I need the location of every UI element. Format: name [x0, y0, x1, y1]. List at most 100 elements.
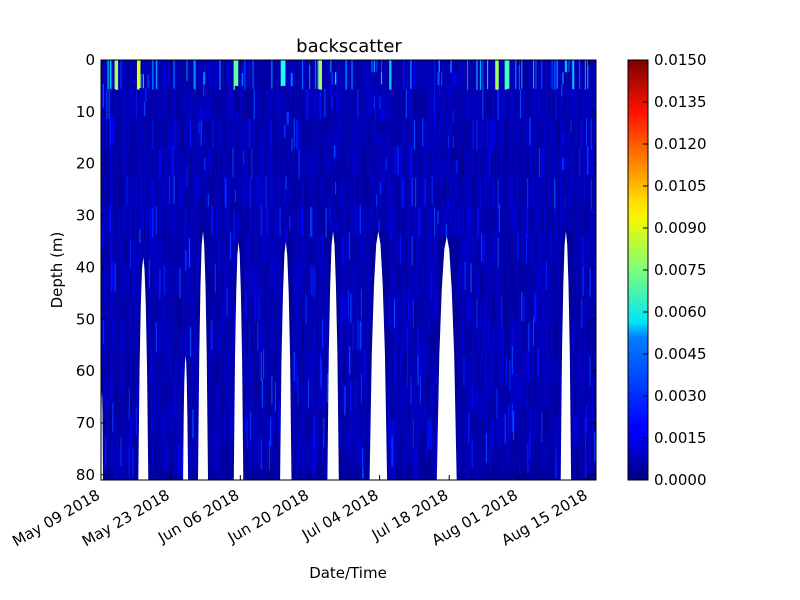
- heatmap-cell: [353, 357, 356, 388]
- heatmap-cell: [272, 447, 275, 479]
- heatmap-cell: [485, 232, 488, 262]
- heatmap-cell: [375, 206, 377, 220]
- heatmap-cell: [259, 298, 262, 329]
- heatmap-cell: [433, 325, 436, 356]
- heatmap-cell: [420, 347, 423, 377]
- heatmap-cell: [235, 215, 238, 230]
- heatmap-cell: [204, 133, 206, 147]
- heatmap-cell: [433, 384, 436, 415]
- heatmap-cell: [182, 60, 185, 90]
- heatmap-cell: [358, 234, 361, 265]
- heatmap-cell: [482, 446, 485, 477]
- heatmap-cell: [395, 232, 397, 262]
- heatmap-cell: [292, 89, 295, 119]
- heatmap-cell: [492, 436, 495, 466]
- heatmap-cell: [276, 299, 278, 330]
- heatmap-cell: [247, 262, 250, 292]
- heatmap-cell: [364, 176, 367, 206]
- heatmap-cell: [478, 383, 481, 414]
- heatmap-cell: [284, 189, 287, 204]
- heatmap-cell: [156, 89, 159, 121]
- heatmap-cell: [445, 185, 448, 200]
- heatmap-cell: [123, 354, 126, 385]
- heatmap-cell: [519, 351, 522, 382]
- heatmap-cell: [237, 163, 239, 178]
- heatmap-cell: [475, 231, 477, 261]
- heatmap-cell: [436, 231, 439, 261]
- heatmap-cell: [166, 89, 169, 120]
- heatmap-cell: [233, 179, 236, 211]
- heatmap-cell: [197, 175, 199, 206]
- heatmap-cell: [514, 202, 516, 233]
- heatmap-cell: [382, 145, 384, 159]
- heatmap-cell: [156, 209, 159, 240]
- heatmap-cell: [231, 268, 234, 299]
- heatmap-cell: [153, 263, 156, 293]
- heatmap-cell: [132, 446, 135, 477]
- heatmap-cell: [326, 345, 329, 375]
- heatmap-cell: [164, 382, 166, 413]
- heatmap-cell: [411, 89, 414, 120]
- heatmap-cell: [164, 236, 166, 267]
- heatmap-cell: [293, 60, 296, 90]
- heatmap-cell: [419, 117, 422, 147]
- heatmap-cell: [397, 433, 400, 463]
- heatmap-cell: [122, 355, 125, 386]
- heatmap-cell: [232, 235, 235, 266]
- heatmap-cell: [284, 228, 287, 242]
- heatmap-cell: [496, 89, 499, 121]
- heatmap-cell: [359, 234, 362, 264]
- heatmap-cell: [195, 117, 198, 147]
- heatmap-cell: [204, 84, 206, 98]
- heatmap-cell: [122, 384, 125, 416]
- heatmap-cell: [344, 208, 347, 239]
- heatmap-cell: [160, 376, 163, 407]
- heatmap-cell: [246, 418, 249, 450]
- heatmap-cell: [296, 328, 298, 360]
- heatmap-cell: [297, 175, 300, 205]
- heatmap-cell: [461, 60, 463, 90]
- heatmap-cell: [439, 211, 442, 225]
- heatmap-cell: [462, 235, 465, 266]
- heatmap-cell: [468, 413, 470, 444]
- heatmap-cell: [253, 352, 256, 383]
- heatmap-cell: [419, 203, 422, 233]
- heatmap-cell: [331, 72, 334, 85]
- heatmap-cell: [291, 215, 294, 230]
- heatmap-cell: [219, 329, 222, 360]
- heatmap-cell: [516, 233, 519, 263]
- heatmap-cell: [423, 209, 426, 241]
- heatmap-cell: [293, 89, 296, 119]
- heatmap-cell: [188, 386, 191, 417]
- heatmap-cell: [507, 117, 509, 148]
- heatmap-cell: [340, 447, 343, 478]
- heatmap-cell: [334, 60, 337, 73]
- heatmap-cell: [494, 353, 496, 384]
- heatmap-cell: [508, 289, 510, 319]
- heatmap-cell: [120, 146, 123, 177]
- heatmap-cell: [337, 157, 340, 171]
- heatmap-cell: [347, 288, 350, 318]
- heatmap-cell: [326, 145, 329, 175]
- heatmap-cell: [292, 176, 295, 207]
- heatmap-cell: [175, 357, 178, 388]
- heatmap-cell: [518, 178, 521, 210]
- heatmap-cell: [489, 355, 492, 386]
- heatmap-cell: [225, 237, 228, 268]
- heatmap-cell: [307, 147, 310, 177]
- heatmap-cell: [162, 435, 165, 466]
- heatmap-cell: [165, 118, 168, 148]
- heatmap-cell: [162, 320, 165, 350]
- heatmap-cell: [247, 377, 250, 408]
- heatmap-cell: [316, 345, 318, 375]
- heatmap-cell: [499, 448, 502, 480]
- heatmap-cell: [377, 218, 380, 232]
- heatmap-cell: [386, 194, 389, 208]
- heatmap-cell: [339, 89, 342, 120]
- heatmap-cell: [132, 178, 135, 210]
- heatmap-cell: [238, 176, 241, 191]
- heatmap-cell: [383, 96, 386, 110]
- heatmap-cell: [448, 97, 450, 111]
- heatmap-cell: [164, 441, 166, 472]
- heatmap-cell: [151, 260, 153, 290]
